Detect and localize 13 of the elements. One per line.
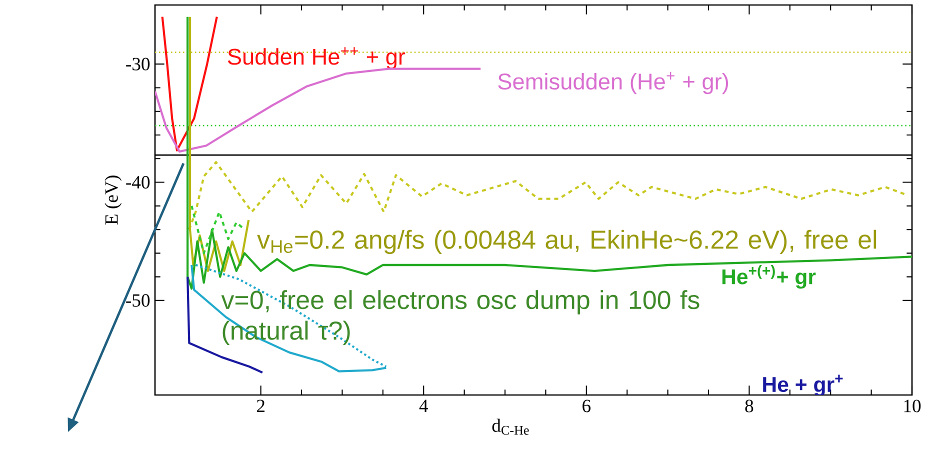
y-tick-label: -30 — [126, 58, 150, 70]
y-tick-label: -50 — [126, 294, 150, 307]
x-tick-label: 6 — [582, 400, 591, 412]
series-label: He$^{+(+)}$+ gr — [722, 264, 816, 289]
y-axis-title: E (eV) — [104, 176, 122, 225]
x-tick-label: 4 — [419, 400, 428, 412]
series-label: Semisudden (He$^{+}$ + gr) — [498, 72, 728, 94]
x-axis-title: d$_{C-He}$ — [492, 418, 529, 435]
annotation: v$_{He}$=0.2 ang/fs (0.00484 au, EkinHe~6.22 eV), free el — [257, 230, 876, 254]
x-tick-label: 8 — [745, 400, 754, 412]
y-tick-label: -40 — [126, 176, 150, 189]
x-tick-label: 10 — [904, 400, 921, 412]
x-tick-label: 2 — [256, 400, 264, 412]
